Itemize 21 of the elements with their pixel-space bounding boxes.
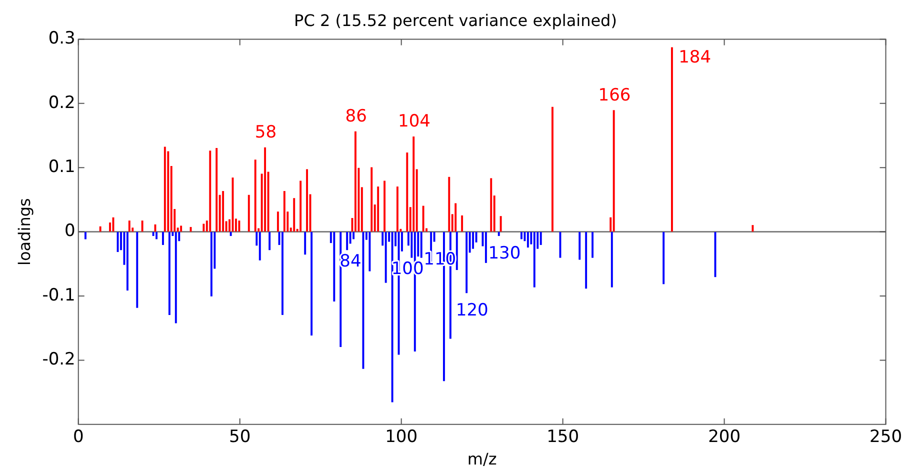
y-tick-label: 0 <box>64 221 76 242</box>
annotation: 86 <box>345 106 367 127</box>
x-axis-title: m/z <box>467 450 497 469</box>
annotation: 104 <box>398 112 430 132</box>
x-tick-label: 100 <box>385 427 418 448</box>
y-tick-label: 0.1 <box>48 157 76 178</box>
y-axis-title: loadings <box>14 198 34 266</box>
y-tick-label: 0.2 <box>48 92 76 113</box>
x-tick-label: 200 <box>708 427 741 448</box>
x-tick-label: 50 <box>229 427 251 448</box>
y-tick-label: -0.1 <box>42 285 76 306</box>
y-tick-label: -0.2 <box>42 350 76 370</box>
x-tick-label: 250 <box>870 427 902 448</box>
annotation: 120 <box>456 300 488 321</box>
annotation: 58 <box>254 122 277 143</box>
annotation: 184 <box>678 47 712 68</box>
annotation: 166 <box>598 85 631 106</box>
annotation: 130 <box>488 244 521 264</box>
x-tick-label: 150 <box>546 427 580 448</box>
y-tick-label: 0.3 <box>48 28 76 49</box>
chart-title: PC 2 (15.52 percent variance explained) <box>294 10 617 30</box>
